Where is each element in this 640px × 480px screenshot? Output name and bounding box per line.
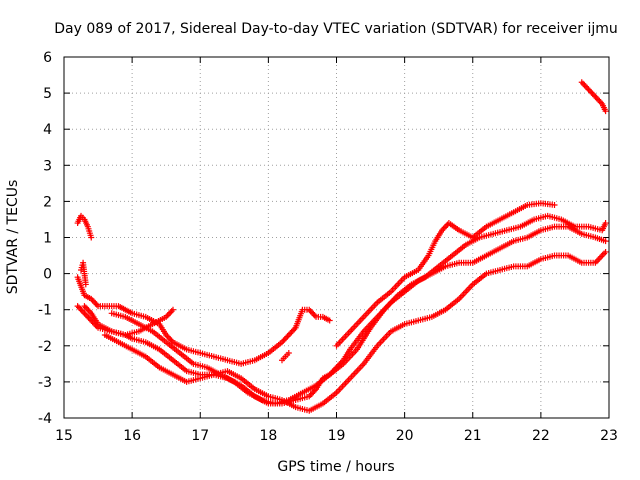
- x-tick-label: 15: [55, 428, 73, 444]
- data-point: [289, 327, 296, 334]
- data-point: [170, 306, 176, 313]
- data-point: [165, 334, 172, 341]
- data-point: [582, 83, 589, 90]
- series-track-10: [578, 79, 609, 115]
- plot-frame: [63, 56, 610, 419]
- data-point: [81, 303, 88, 310]
- x-tick-label: 22: [532, 428, 550, 444]
- data-point: [85, 307, 92, 314]
- data-point: [78, 307, 85, 314]
- x-axis: 15 16 17 18 19 20 21 22 23: [55, 57, 618, 444]
- data-point: [284, 333, 291, 340]
- y-tick-label: -2: [38, 339, 52, 355]
- data-point: [283, 334, 290, 341]
- y-tick-label: 5: [43, 86, 52, 102]
- data-point: [82, 304, 89, 311]
- x-tick-label: 19: [328, 428, 346, 444]
- data-point: [580, 80, 587, 87]
- data-point: [90, 298, 97, 305]
- data-point: [84, 313, 91, 320]
- x-tick-label: 17: [191, 428, 209, 444]
- data-point: [77, 305, 84, 312]
- y-tick-label: 6: [43, 50, 52, 66]
- data-point: [593, 95, 600, 102]
- data-point: [602, 248, 609, 255]
- series-track-4: [101, 248, 609, 414]
- data-point: [308, 309, 315, 316]
- x-axis-label: GPS time / hours: [277, 459, 394, 475]
- data-point: [82, 311, 89, 318]
- x-tick-label: 20: [396, 428, 414, 444]
- series-track-3: [81, 303, 176, 338]
- data-point: [551, 202, 558, 209]
- data-point: [589, 90, 596, 97]
- data-point: [288, 329, 295, 336]
- data-point: [588, 89, 595, 96]
- x-tick-label: 23: [600, 428, 618, 444]
- data-point: [88, 234, 95, 241]
- x-tick-label: 18: [259, 428, 277, 444]
- data-point: [81, 310, 88, 317]
- y-tick-label: -4: [38, 411, 52, 427]
- y-tick-label: 1: [43, 231, 52, 247]
- y-tick-label: 3: [43, 158, 52, 174]
- x-tick-label: 16: [123, 428, 141, 444]
- data-point: [596, 98, 603, 105]
- data-point: [578, 79, 585, 86]
- series-track-7: [74, 212, 95, 241]
- data-point: [326, 317, 333, 324]
- y-axis: -4 -3 -2 -1 0 1 2 3 4 5 6: [38, 50, 609, 427]
- data-point: [310, 311, 317, 318]
- data-point: [82, 281, 89, 288]
- data-point: [74, 303, 81, 310]
- series-track-6: [333, 200, 558, 349]
- data-point: [167, 309, 174, 316]
- y-tick-label: 2: [43, 194, 52, 210]
- series-track-1: [74, 274, 333, 367]
- data-point: [280, 337, 287, 344]
- y-tick-label: 0: [43, 267, 52, 283]
- data-point: [602, 220, 609, 227]
- data-point: [311, 312, 318, 319]
- data-point: [592, 93, 599, 100]
- plot-points: [74, 79, 609, 414]
- data-point: [581, 82, 588, 89]
- data-point: [287, 330, 294, 337]
- data-point: [602, 238, 609, 245]
- data-point: [285, 331, 292, 338]
- series-track-5: [108, 212, 609, 407]
- data-point: [168, 308, 175, 315]
- series-track-8: [78, 259, 89, 288]
- series-track-9: [279, 350, 292, 364]
- y-tick-label: -3: [38, 375, 52, 391]
- data-point: [584, 85, 591, 92]
- data-point: [285, 350, 292, 357]
- data-point: [307, 308, 314, 315]
- data-point: [93, 301, 100, 308]
- y-tick-label: 4: [43, 122, 52, 138]
- data-point: [84, 305, 91, 312]
- data-point: [165, 311, 172, 318]
- chart-title: Day 089 of 2017, Sidereal Day-to-day VTE…: [54, 21, 618, 37]
- data-point: [441, 224, 448, 231]
- data-point: [281, 336, 288, 343]
- y-tick-label: -1: [38, 303, 52, 319]
- data-point: [585, 86, 592, 93]
- data-point: [595, 96, 602, 103]
- data-point: [602, 108, 609, 115]
- data-point: [92, 300, 99, 307]
- y-axis-label: SDTVAR / TECUs: [5, 180, 21, 295]
- x-tick-label: 21: [464, 428, 482, 444]
- series-track-2: [74, 223, 609, 407]
